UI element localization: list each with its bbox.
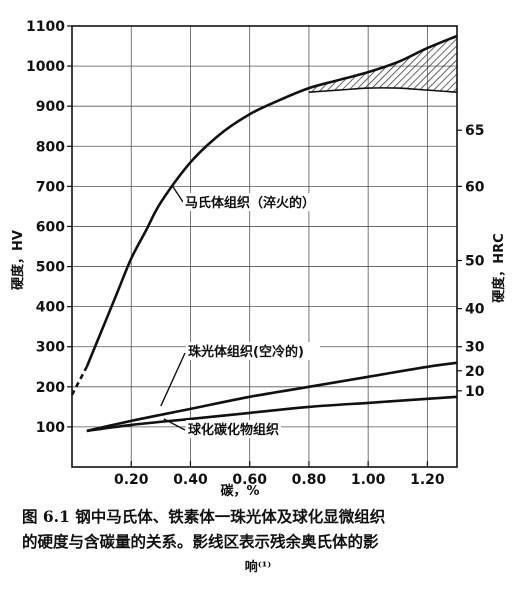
series-lines [70, 34, 458, 433]
x-tick-label: 0.40 [173, 472, 208, 488]
annotation-leader-line [163, 418, 186, 431]
x-axis-label: 碳，% [220, 483, 259, 499]
y-tick-label: 400 [36, 300, 65, 316]
hardness-carbon-chart: 0.20 0.40 0.60 0.80 1.00 1.20 100200300400500… [10, 19, 507, 499]
annotation-label: 马氏体组织（淬火的） [185, 195, 315, 211]
right-tick-label: 30 [465, 340, 485, 356]
annotation-label-bg [186, 420, 281, 438]
series-line [85, 34, 458, 368]
retained-austenite-hatched-area [308, 36, 457, 93]
x-tick-label: 0.20 [114, 472, 149, 488]
annotations: 马氏体组织（淬火的） 珠光体组织(空冷的) 球化碳化物组织 [160, 185, 320, 438]
plot-frame [71, 25, 458, 468]
x-tick-label: 1.20 [410, 472, 445, 488]
y-axis-label-right: 硬度，HRC [491, 233, 507, 302]
y-tick-label: 1000 [26, 59, 65, 75]
annotation-label-bg [183, 193, 317, 211]
series-line [86, 395, 458, 433]
y-tick-label: 700 [36, 179, 65, 195]
figure-caption-line-3: 响⁽¹⁾ [244, 560, 272, 575]
annotation-leader-line [172, 185, 184, 203]
x-axis-ticks: 0.20 0.40 0.60 0.80 1.00 1.20 [114, 461, 445, 488]
y-tick-label: 900 [36, 99, 65, 115]
y-tick-label: 600 [36, 219, 65, 235]
x-tick-label: 1.00 [351, 472, 386, 488]
x-tick-label: 0.60 [232, 472, 267, 488]
annotation-label: 球化碳化物组织 [188, 422, 279, 438]
figure-caption-line-1: 图 6.1 钢中马氏体、铁素体一珠光体及球化显微组织 [22, 507, 386, 526]
y-axis-label-left: 硬度，HV [10, 230, 26, 290]
y-tick-label: 100 [36, 420, 65, 436]
right-tick-label: 50 [465, 254, 485, 270]
y-axis-ticks: 100 200 300 400 500 600 700 800 900 1000 1100 [26, 19, 72, 436]
y-tick-label: 200 [36, 380, 65, 396]
right-tick-label: 40 [465, 302, 485, 318]
right-tick-label: 20 [465, 364, 485, 380]
annotation-leader-line [160, 352, 186, 407]
series-line [86, 361, 458, 433]
right-tick-label: 65 [465, 123, 484, 139]
annotation-label-bg [186, 342, 320, 360]
series-line-dashed [70, 366, 88, 396]
x-tick-label: 0.80 [292, 472, 327, 488]
y-tick-label: 300 [36, 340, 65, 356]
figure-caption-line-2: 的硬度与含碳量的关系。影线区表示残余奥氏体的影 [22, 532, 379, 551]
right-tick-label: 60 [465, 179, 485, 195]
y-tick-label: 1100 [26, 19, 65, 35]
y-tick-label: 800 [36, 139, 65, 155]
y-tick-label: 500 [36, 260, 65, 276]
series-line [308, 87, 458, 93]
right-axis-ticks: 10 20 30 40 50 60 65 [457, 123, 485, 400]
right-tick-label: 10 [465, 384, 485, 400]
annotation-label: 珠光体组织(空冷的) [188, 344, 304, 360]
hatch-fill [308, 36, 457, 93]
